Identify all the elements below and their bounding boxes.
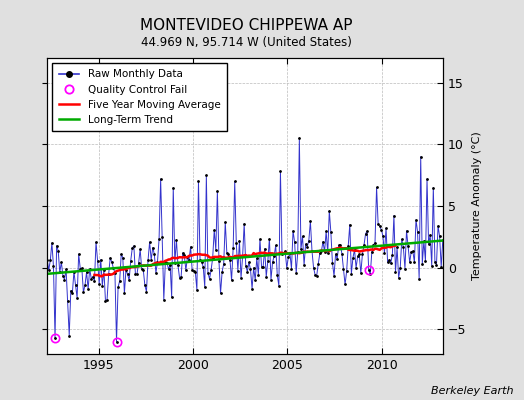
Text: 44.969 N, 95.714 W (United States): 44.969 N, 95.714 W (United States) — [141, 36, 352, 49]
Legend: Raw Monthly Data, Quality Control Fail, Five Year Moving Average, Long-Term Tren: Raw Monthly Data, Quality Control Fail, … — [52, 63, 227, 131]
Text: Berkeley Earth: Berkeley Earth — [431, 386, 514, 396]
Text: MONTEVIDEO CHIPPEWA AP: MONTEVIDEO CHIPPEWA AP — [140, 18, 353, 33]
Y-axis label: Temperature Anomaly (°C): Temperature Anomaly (°C) — [472, 132, 482, 280]
